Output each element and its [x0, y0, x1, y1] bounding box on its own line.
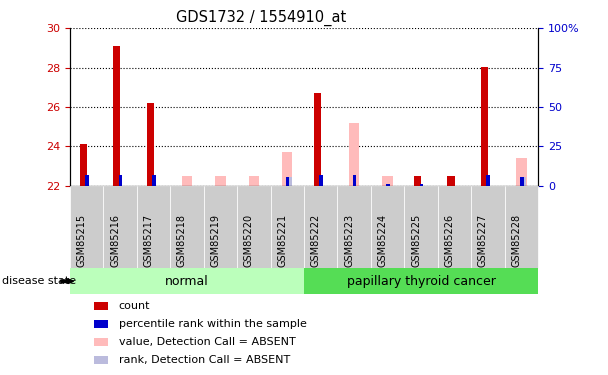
Bar [80, 144, 87, 186]
Text: count: count [119, 301, 150, 310]
Text: GSM85220: GSM85220 [244, 213, 254, 267]
Bar [215, 176, 226, 186]
Text: value, Detection Call = ABSENT: value, Detection Call = ABSENT [119, 337, 295, 346]
Text: GSM85224: GSM85224 [378, 213, 388, 267]
Bar [386, 184, 390, 186]
Text: disease state: disease state [2, 276, 76, 286]
Text: GSM85225: GSM85225 [411, 213, 421, 267]
Text: percentile rank within the sample: percentile rank within the sample [119, 319, 306, 328]
Bar [481, 66, 488, 186]
Bar [249, 176, 259, 186]
Bar [349, 123, 359, 186]
Text: GSM85228: GSM85228 [511, 213, 521, 267]
Text: GSM85226: GSM85226 [444, 213, 454, 267]
Text: papillary thyroid cancer: papillary thyroid cancer [347, 275, 496, 288]
Bar [113, 46, 120, 186]
Text: GSM85219: GSM85219 [210, 214, 220, 267]
Text: normal: normal [165, 275, 209, 288]
Bar [522, 177, 526, 186]
Text: GSM85217: GSM85217 [143, 213, 153, 267]
Text: GSM85221: GSM85221 [277, 213, 287, 267]
Text: GSM85218: GSM85218 [177, 214, 187, 267]
Bar [314, 93, 321, 186]
Text: GSM85216: GSM85216 [110, 214, 120, 267]
Bar [447, 176, 455, 186]
Text: GSM85222: GSM85222 [311, 213, 321, 267]
Text: rank, Detection Call = ABSENT: rank, Detection Call = ABSENT [119, 355, 290, 364]
Bar [516, 158, 527, 186]
Bar [520, 177, 523, 186]
Text: GSM85227: GSM85227 [478, 213, 488, 267]
Bar [420, 184, 423, 186]
Bar [147, 103, 154, 186]
Text: GSM85223: GSM85223 [344, 213, 354, 267]
Text: GDS1732 / 1554910_at: GDS1732 / 1554910_at [176, 9, 347, 26]
Bar [282, 152, 292, 186]
Text: GSM85215: GSM85215 [77, 213, 87, 267]
Bar [319, 175, 323, 186]
Bar [152, 175, 156, 186]
Bar [486, 175, 490, 186]
Bar [119, 175, 122, 186]
Bar [288, 177, 292, 186]
Bar [85, 175, 89, 186]
Bar [353, 175, 356, 186]
Bar [286, 177, 289, 186]
Bar [182, 176, 192, 186]
Bar [382, 176, 393, 186]
Bar [414, 176, 421, 186]
